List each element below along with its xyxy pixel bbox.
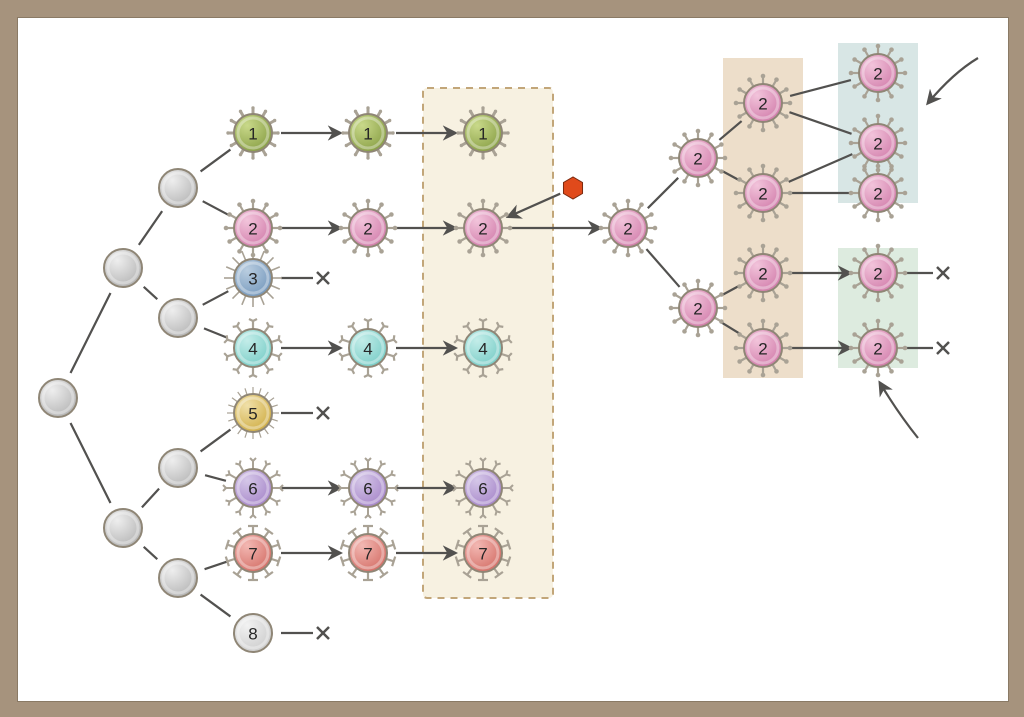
node-label-n1b: 1 bbox=[363, 125, 372, 144]
node-label-n4b: 4 bbox=[363, 340, 372, 359]
node-label-n6c: 6 bbox=[478, 480, 487, 499]
node-r1b bbox=[104, 509, 142, 547]
diagram-svg: 1 2 3 4 5 6 7 8 1 2 4 6 7 1 2 4 6 7 2 2 2 2 2 2 2 2 2 2 2 2 bbox=[18, 18, 1008, 701]
node-label-n1a: 1 bbox=[248, 125, 257, 144]
node-n6a: 6 bbox=[223, 458, 283, 518]
node-n4b: 4 bbox=[339, 319, 397, 377]
node-n3: 3 bbox=[224, 249, 282, 307]
node-label-n2b: 2 bbox=[363, 220, 372, 239]
node-p2b: 2 bbox=[669, 279, 728, 338]
edge-r2c-n6a bbox=[205, 475, 226, 481]
edge-r2a-n2a bbox=[203, 201, 229, 215]
node-label-n7c: 7 bbox=[478, 545, 487, 564]
node-r2c bbox=[159, 449, 197, 487]
node-r2d bbox=[159, 559, 197, 597]
edge-r2d-n8 bbox=[201, 595, 231, 617]
edge-r0-r1a bbox=[71, 293, 111, 373]
edge-r1b-r2d bbox=[144, 547, 158, 559]
edge-r2d-n7a bbox=[205, 562, 227, 569]
edge-r1a-r2b bbox=[144, 287, 158, 299]
node-label-n7a: 7 bbox=[248, 545, 257, 564]
edge-r2a-n1a bbox=[201, 150, 231, 172]
node-r2b bbox=[159, 299, 197, 337]
node-label-p3a: 2 bbox=[758, 95, 767, 114]
node-r2a bbox=[159, 169, 197, 207]
node-label-p4b: 2 bbox=[873, 135, 882, 154]
node-label-p2a: 2 bbox=[693, 150, 702, 169]
node-label-p4e: 2 bbox=[873, 340, 882, 359]
node-label-n6a: 6 bbox=[248, 480, 257, 499]
node-label-p4c: 2 bbox=[873, 185, 882, 204]
edge-r1a-r2a bbox=[139, 211, 162, 245]
node-n6b: 6 bbox=[338, 458, 398, 518]
node-label-n3: 3 bbox=[248, 270, 257, 289]
node-r0 bbox=[39, 379, 77, 417]
node-n7c: 7 bbox=[456, 526, 510, 580]
node-n7b: 7 bbox=[341, 526, 395, 580]
node-n7a: 7 bbox=[226, 526, 280, 580]
edge-r2b-n4a bbox=[204, 328, 227, 337]
node-label-p4d: 2 bbox=[873, 265, 882, 284]
node-label-n5: 5 bbox=[248, 405, 257, 424]
diagram-frame: 1 2 3 4 5 6 7 8 1 2 4 6 7 1 2 4 6 7 2 2 2 2 2 2 2 2 2 2 2 2 bbox=[17, 17, 1009, 702]
node-label-p3d: 2 bbox=[758, 340, 767, 359]
node-label-p1: 2 bbox=[623, 220, 632, 239]
node-label-n4c: 4 bbox=[478, 340, 487, 359]
node-label-p2b: 2 bbox=[693, 300, 702, 319]
node-n4a: 4 bbox=[224, 319, 282, 377]
node-label-n4a: 4 bbox=[248, 340, 257, 359]
edge-r2b-n3 bbox=[203, 291, 229, 305]
node-n2b: 2 bbox=[339, 199, 398, 258]
node-label-n7b: 7 bbox=[363, 545, 372, 564]
edge-r0-r1b bbox=[71, 423, 111, 503]
node-r1a bbox=[104, 249, 142, 287]
node-n2a: 2 bbox=[224, 199, 283, 258]
node-label-n8: 8 bbox=[248, 625, 257, 644]
antigen-icon bbox=[563, 177, 582, 199]
node-label-n2c: 2 bbox=[478, 220, 487, 239]
node-label-p3c: 2 bbox=[758, 265, 767, 284]
context-arrow-0 bbox=[928, 58, 978, 103]
node-n8: 8 bbox=[234, 614, 272, 652]
edge-p1-p2b bbox=[646, 249, 679, 287]
node-label-n6b: 6 bbox=[363, 480, 372, 499]
node-label-p4a: 2 bbox=[873, 65, 882, 84]
node-label-n2a: 2 bbox=[248, 220, 257, 239]
node-n1a: 1 bbox=[226, 106, 279, 159]
node-label-p3b: 2 bbox=[758, 185, 767, 204]
edge-p1-p2a bbox=[648, 178, 678, 208]
context-arrow-1 bbox=[880, 383, 918, 438]
edge-r2c-n5 bbox=[201, 430, 231, 452]
edge-r1b-r2c bbox=[142, 489, 159, 508]
node-n1b: 1 bbox=[341, 106, 394, 159]
node-label-n1c: 1 bbox=[478, 125, 487, 144]
node-n5: 5 bbox=[227, 387, 279, 439]
